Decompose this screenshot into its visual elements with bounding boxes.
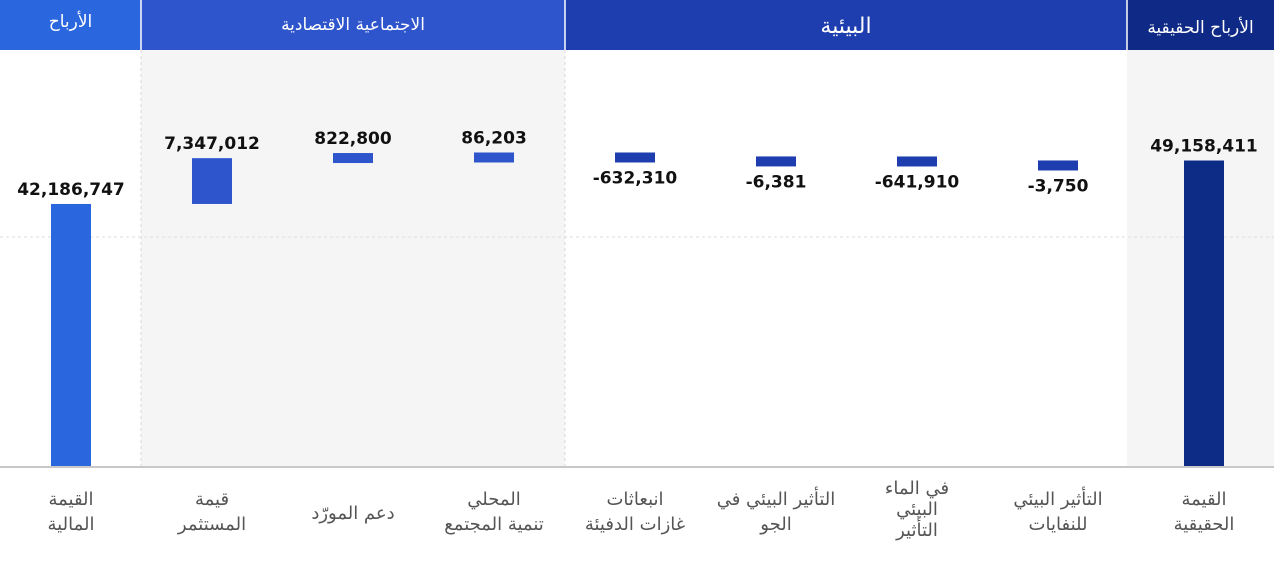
section-background — [141, 50, 565, 467]
data-label: 49,158,411 — [1150, 137, 1258, 157]
header-band — [0, 0, 141, 50]
header-label: الأرباح — [49, 11, 93, 32]
category-label: قيمة — [195, 489, 229, 510]
data-label: -641,910 — [875, 172, 960, 192]
category-label: المحلي — [467, 489, 520, 510]
bar — [333, 153, 373, 164]
data-label: 86,203 — [461, 128, 527, 148]
data-label: 822,800 — [314, 129, 392, 149]
category-label: دعم المورّد — [311, 503, 394, 524]
category-label: القيمة — [48, 489, 93, 510]
bar — [1184, 160, 1224, 467]
data-label: -3,750 — [1028, 176, 1089, 196]
header-band — [141, 0, 565, 50]
category-label: تنمية المجتمع — [444, 514, 544, 535]
category-label: المستثمر — [177, 514, 246, 535]
header-label: البيئية — [820, 14, 871, 39]
bar — [615, 152, 655, 163]
category-label: المالية — [48, 514, 95, 535]
bar — [474, 152, 514, 163]
bar — [756, 156, 796, 167]
category-label: في الماء — [885, 478, 949, 499]
category-label: انبعاثات — [606, 489, 663, 510]
category-label: البيئي — [896, 499, 938, 520]
data-label: -632,310 — [593, 168, 678, 188]
category-label: التأثير البيئي في — [717, 486, 836, 510]
bar — [897, 156, 937, 167]
category-label: للنفايات — [1029, 514, 1088, 535]
data-label: 42,186,747 — [17, 180, 125, 200]
bar — [1038, 160, 1078, 171]
bar — [51, 203, 91, 467]
header-label: الأرباح الحقيقية — [1147, 17, 1253, 38]
data-label: -6,381 — [746, 172, 807, 192]
category-label: الحقيقية — [1174, 514, 1235, 535]
header-label: الاجتماعية الاقتصادية — [281, 15, 425, 35]
header-band — [1127, 0, 1274, 50]
header-band — [565, 0, 1127, 50]
section-background — [565, 50, 1127, 467]
category-label: التأثير — [895, 517, 938, 541]
category-label: الجو — [759, 514, 791, 535]
category-label: غازات الدفيئة — [585, 514, 685, 535]
data-label: 7,347,012 — [164, 134, 260, 154]
category-label: القيمة — [1181, 489, 1226, 510]
category-label: التأثير البيئي — [1013, 486, 1102, 510]
bar — [192, 158, 232, 204]
